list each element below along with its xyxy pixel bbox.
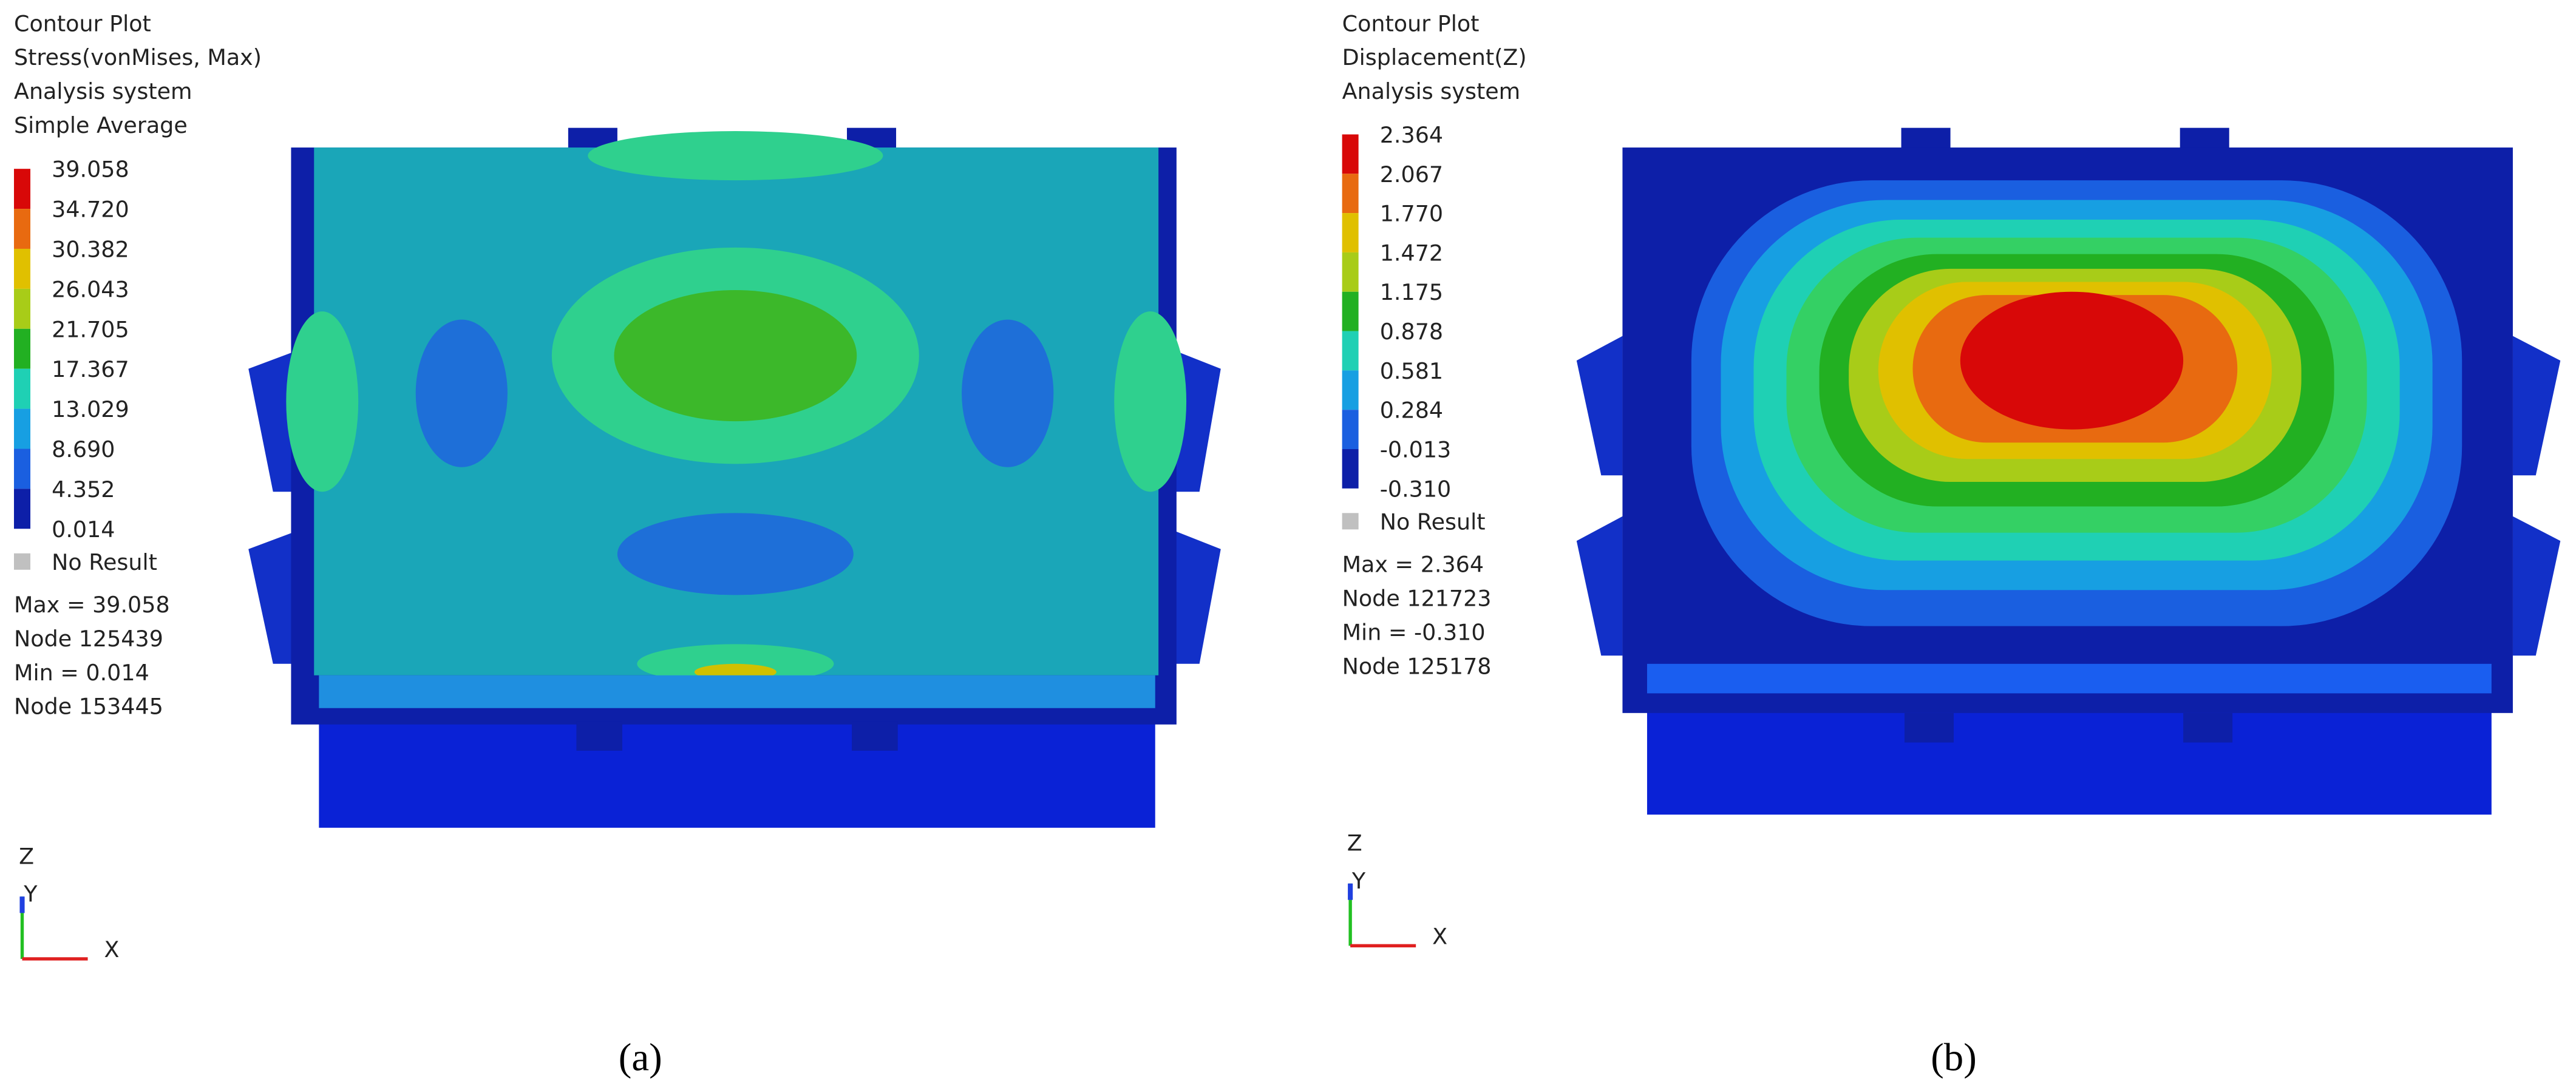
legend-label: 0.581 — [1380, 358, 1443, 384]
legend-swatch — [14, 489, 31, 529]
legend-swatch — [14, 328, 31, 369]
contour — [588, 131, 883, 181]
legend-swatch — [1342, 252, 1359, 292]
legend-swatch — [1342, 174, 1359, 214]
bracket — [2512, 336, 2561, 476]
displacement-model — [1576, 127, 2561, 815]
tab — [2183, 713, 2233, 743]
tab — [1904, 713, 1954, 743]
legend-swatch — [1342, 291, 1359, 331]
legend-swatch — [1342, 213, 1359, 252]
no-result-swatch — [14, 553, 31, 570]
legend-swatch — [14, 368, 31, 409]
contour — [614, 290, 857, 422]
legend-swatch — [14, 209, 31, 249]
axis-label: Z — [1347, 830, 1362, 856]
no-result-label: No Result — [1380, 509, 1486, 535]
legend-label: 2.364 — [1380, 122, 1443, 148]
header-line: Contour Plot — [14, 10, 151, 36]
legend-label: 34.720 — [52, 197, 129, 223]
legend-label: 0.284 — [1380, 398, 1443, 424]
axis-label: X — [1432, 924, 1447, 950]
no-result-swatch — [1342, 513, 1359, 530]
legend-label: 8.690 — [52, 436, 115, 462]
contour — [286, 311, 359, 492]
header-line: Simple Average — [14, 112, 188, 138]
legend-label: 26.043 — [52, 276, 129, 302]
legend-label: 2.067 — [1380, 161, 1443, 188]
legend-label: 1.770 — [1380, 201, 1443, 227]
stat-line: Node 121723 — [1342, 585, 1492, 611]
stat-line: Node 125178 — [1342, 653, 1492, 679]
bracket — [2512, 516, 2561, 656]
base-block — [319, 721, 1155, 828]
contour — [415, 319, 508, 467]
legend-swatch — [14, 408, 31, 449]
header-line: Displacement(Z) — [1342, 44, 1527, 70]
axis-label: Y — [1351, 868, 1366, 894]
caption: (b) — [1931, 1036, 1977, 1080]
legend-swatch — [1342, 134, 1359, 174]
legend-swatch — [14, 449, 31, 489]
legend-label: 21.705 — [52, 316, 129, 342]
header-line: Contour Plot — [1342, 10, 1480, 36]
legend-swatch — [14, 288, 31, 329]
contour — [1114, 311, 1187, 492]
legend-label: 1.175 — [1380, 279, 1443, 305]
legend-swatch — [1342, 370, 1359, 410]
legend-label: -0.013 — [1380, 437, 1452, 463]
contour — [637, 644, 834, 684]
stat-line: Min = 0.014 — [14, 660, 149, 686]
header-line: Analysis system — [14, 78, 192, 104]
legend-swatch — [14, 169, 31, 209]
axis-label: Z — [19, 843, 34, 869]
legend-label: 0.878 — [1380, 319, 1443, 345]
legend-label: 4.352 — [52, 476, 115, 503]
stat-line: Min = -0.310 — [1342, 619, 1486, 645]
tab — [576, 721, 622, 751]
caption: (a) — [619, 1036, 662, 1080]
header-line: Analysis system — [1342, 78, 1521, 104]
stress-model — [248, 127, 1221, 828]
legend-swatch — [14, 248, 31, 289]
no-result-label: No Result — [52, 549, 157, 575]
base-block — [1647, 708, 2492, 815]
legend-label: 30.382 — [52, 236, 129, 262]
stat-line: Max = 39.058 — [14, 592, 170, 618]
contour — [1960, 291, 2184, 430]
legend-swatch — [1342, 410, 1359, 450]
contour — [617, 513, 854, 595]
stat-line: Node 153445 — [14, 694, 163, 720]
legend-label: 39.058 — [52, 157, 129, 183]
header-line: Stress(vonMises, Max) — [14, 44, 262, 70]
tab — [2180, 127, 2229, 151]
tab — [852, 721, 898, 751]
legend-swatch — [1342, 449, 1359, 489]
axis-label: X — [104, 936, 120, 963]
axis-label: Y — [23, 881, 38, 907]
stat-line: Max = 2.364 — [1342, 552, 1484, 578]
legend-swatch — [1342, 331, 1359, 371]
legend-label: 17.367 — [52, 356, 129, 382]
legend-label: 13.029 — [52, 396, 129, 422]
stat-line: Node 125439 — [14, 626, 163, 652]
strip — [1647, 663, 2492, 694]
legend-label: 1.472 — [1380, 240, 1443, 266]
legend-label: 0.014 — [52, 516, 115, 543]
bracket — [1576, 516, 1623, 656]
tab — [1901, 127, 1951, 151]
strip — [319, 675, 1155, 708]
bracket — [1576, 336, 1623, 476]
contour — [962, 319, 1054, 467]
legend-label: -0.310 — [1380, 476, 1452, 502]
